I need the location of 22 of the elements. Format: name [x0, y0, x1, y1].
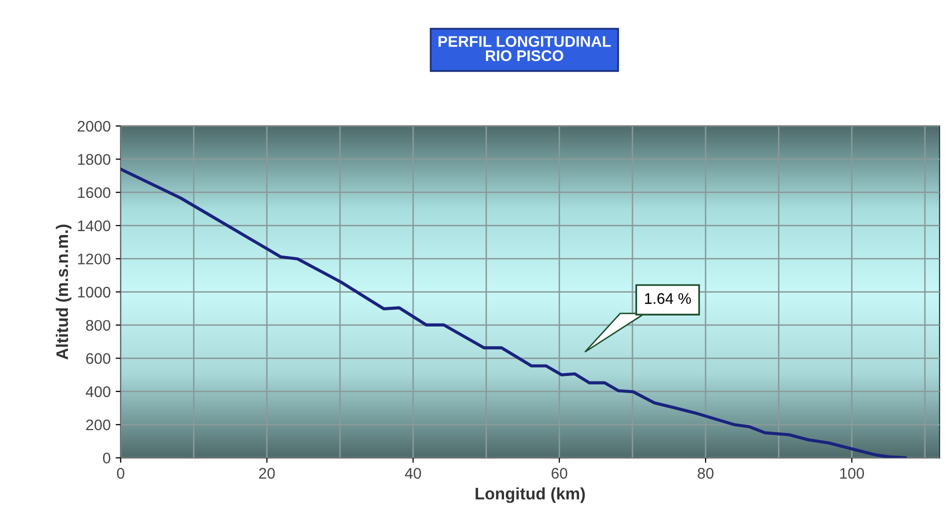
line-series	[120, 168, 907, 458]
x-tick-label: 0	[117, 468, 124, 479]
x-tick-label: 100	[840, 468, 864, 479]
y-tick-label: 1800	[78, 154, 110, 165]
y-tick-label: 1400	[78, 220, 110, 232]
x-axis-title: Longitud (km)	[476, 487, 585, 503]
chart-title: PERFIL LONGITUDINAL RIO PISCO	[438, 36, 611, 62]
y-tick-label: 0	[103, 452, 110, 464]
y-tick-label: 1000	[78, 286, 110, 298]
y-axis-title: Altitud (m.s.n.m.)	[56, 224, 72, 360]
y-tick-label: 1600	[78, 187, 110, 198]
x-tick-label: 40	[404, 468, 422, 479]
y-tick-label: 2000	[78, 120, 110, 132]
x-tick-label: 80	[698, 468, 714, 479]
x-tick-label: 20	[259, 468, 275, 479]
annotation: 1.64 %	[645, 293, 691, 304]
y-tick-label: 800	[86, 320, 110, 331]
y-tick-label: 400	[86, 386, 110, 398]
y-tick-label: 200	[86, 419, 110, 430]
y-tick-label: 1200	[78, 254, 110, 264]
x-tick-label: 60	[552, 468, 568, 479]
y-tick-label: 600	[86, 353, 110, 364]
